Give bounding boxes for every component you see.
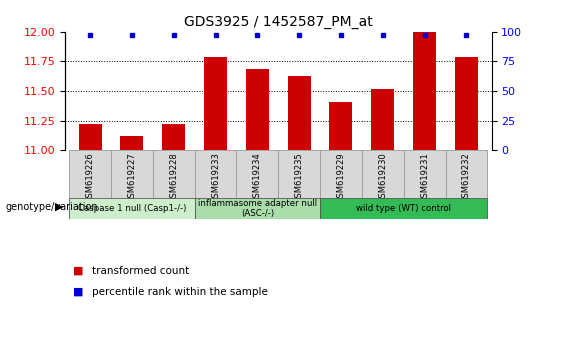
Text: ■: ■ <box>73 266 84 276</box>
Text: Caspase 1 null (Casp1-/-): Caspase 1 null (Casp1-/-) <box>78 204 186 213</box>
Bar <box>246 69 269 150</box>
Bar <box>288 76 311 150</box>
Bar <box>404 150 446 198</box>
Bar <box>69 198 194 219</box>
Bar <box>162 124 185 150</box>
Bar <box>279 150 320 198</box>
Text: ▶: ▶ <box>55 202 64 212</box>
Text: GSM619227: GSM619227 <box>127 152 136 203</box>
Text: GSM619235: GSM619235 <box>295 152 303 203</box>
Text: GSM619233: GSM619233 <box>211 152 220 203</box>
Bar <box>111 150 153 198</box>
Text: GSM619228: GSM619228 <box>169 152 178 203</box>
Text: GSM619230: GSM619230 <box>379 152 388 203</box>
Bar <box>79 124 102 150</box>
Text: GSM619231: GSM619231 <box>420 152 429 203</box>
Bar <box>194 150 236 198</box>
Text: inflammasome adapter null
(ASC-/-): inflammasome adapter null (ASC-/-) <box>198 199 317 218</box>
Bar <box>236 150 279 198</box>
Text: genotype/variation: genotype/variation <box>6 202 98 212</box>
Bar <box>320 150 362 198</box>
Bar <box>413 32 436 150</box>
Text: percentile rank within the sample: percentile rank within the sample <box>92 287 268 297</box>
Bar <box>153 150 194 198</box>
Bar <box>320 198 488 219</box>
Bar <box>371 88 394 150</box>
Text: GSM619232: GSM619232 <box>462 152 471 203</box>
Bar <box>120 136 144 150</box>
Text: wild type (WT) control: wild type (WT) control <box>356 204 451 213</box>
Text: GSM619234: GSM619234 <box>253 152 262 203</box>
Bar <box>329 102 353 150</box>
Bar <box>362 150 404 198</box>
Text: GSM619226: GSM619226 <box>85 152 94 203</box>
Bar <box>204 57 227 150</box>
Bar <box>194 198 320 219</box>
Bar <box>446 150 488 198</box>
Text: transformed count: transformed count <box>92 266 189 276</box>
Bar <box>455 57 478 150</box>
Text: ■: ■ <box>73 287 84 297</box>
Bar <box>69 150 111 198</box>
Title: GDS3925 / 1452587_PM_at: GDS3925 / 1452587_PM_at <box>184 16 373 29</box>
Text: GSM619229: GSM619229 <box>337 152 345 203</box>
